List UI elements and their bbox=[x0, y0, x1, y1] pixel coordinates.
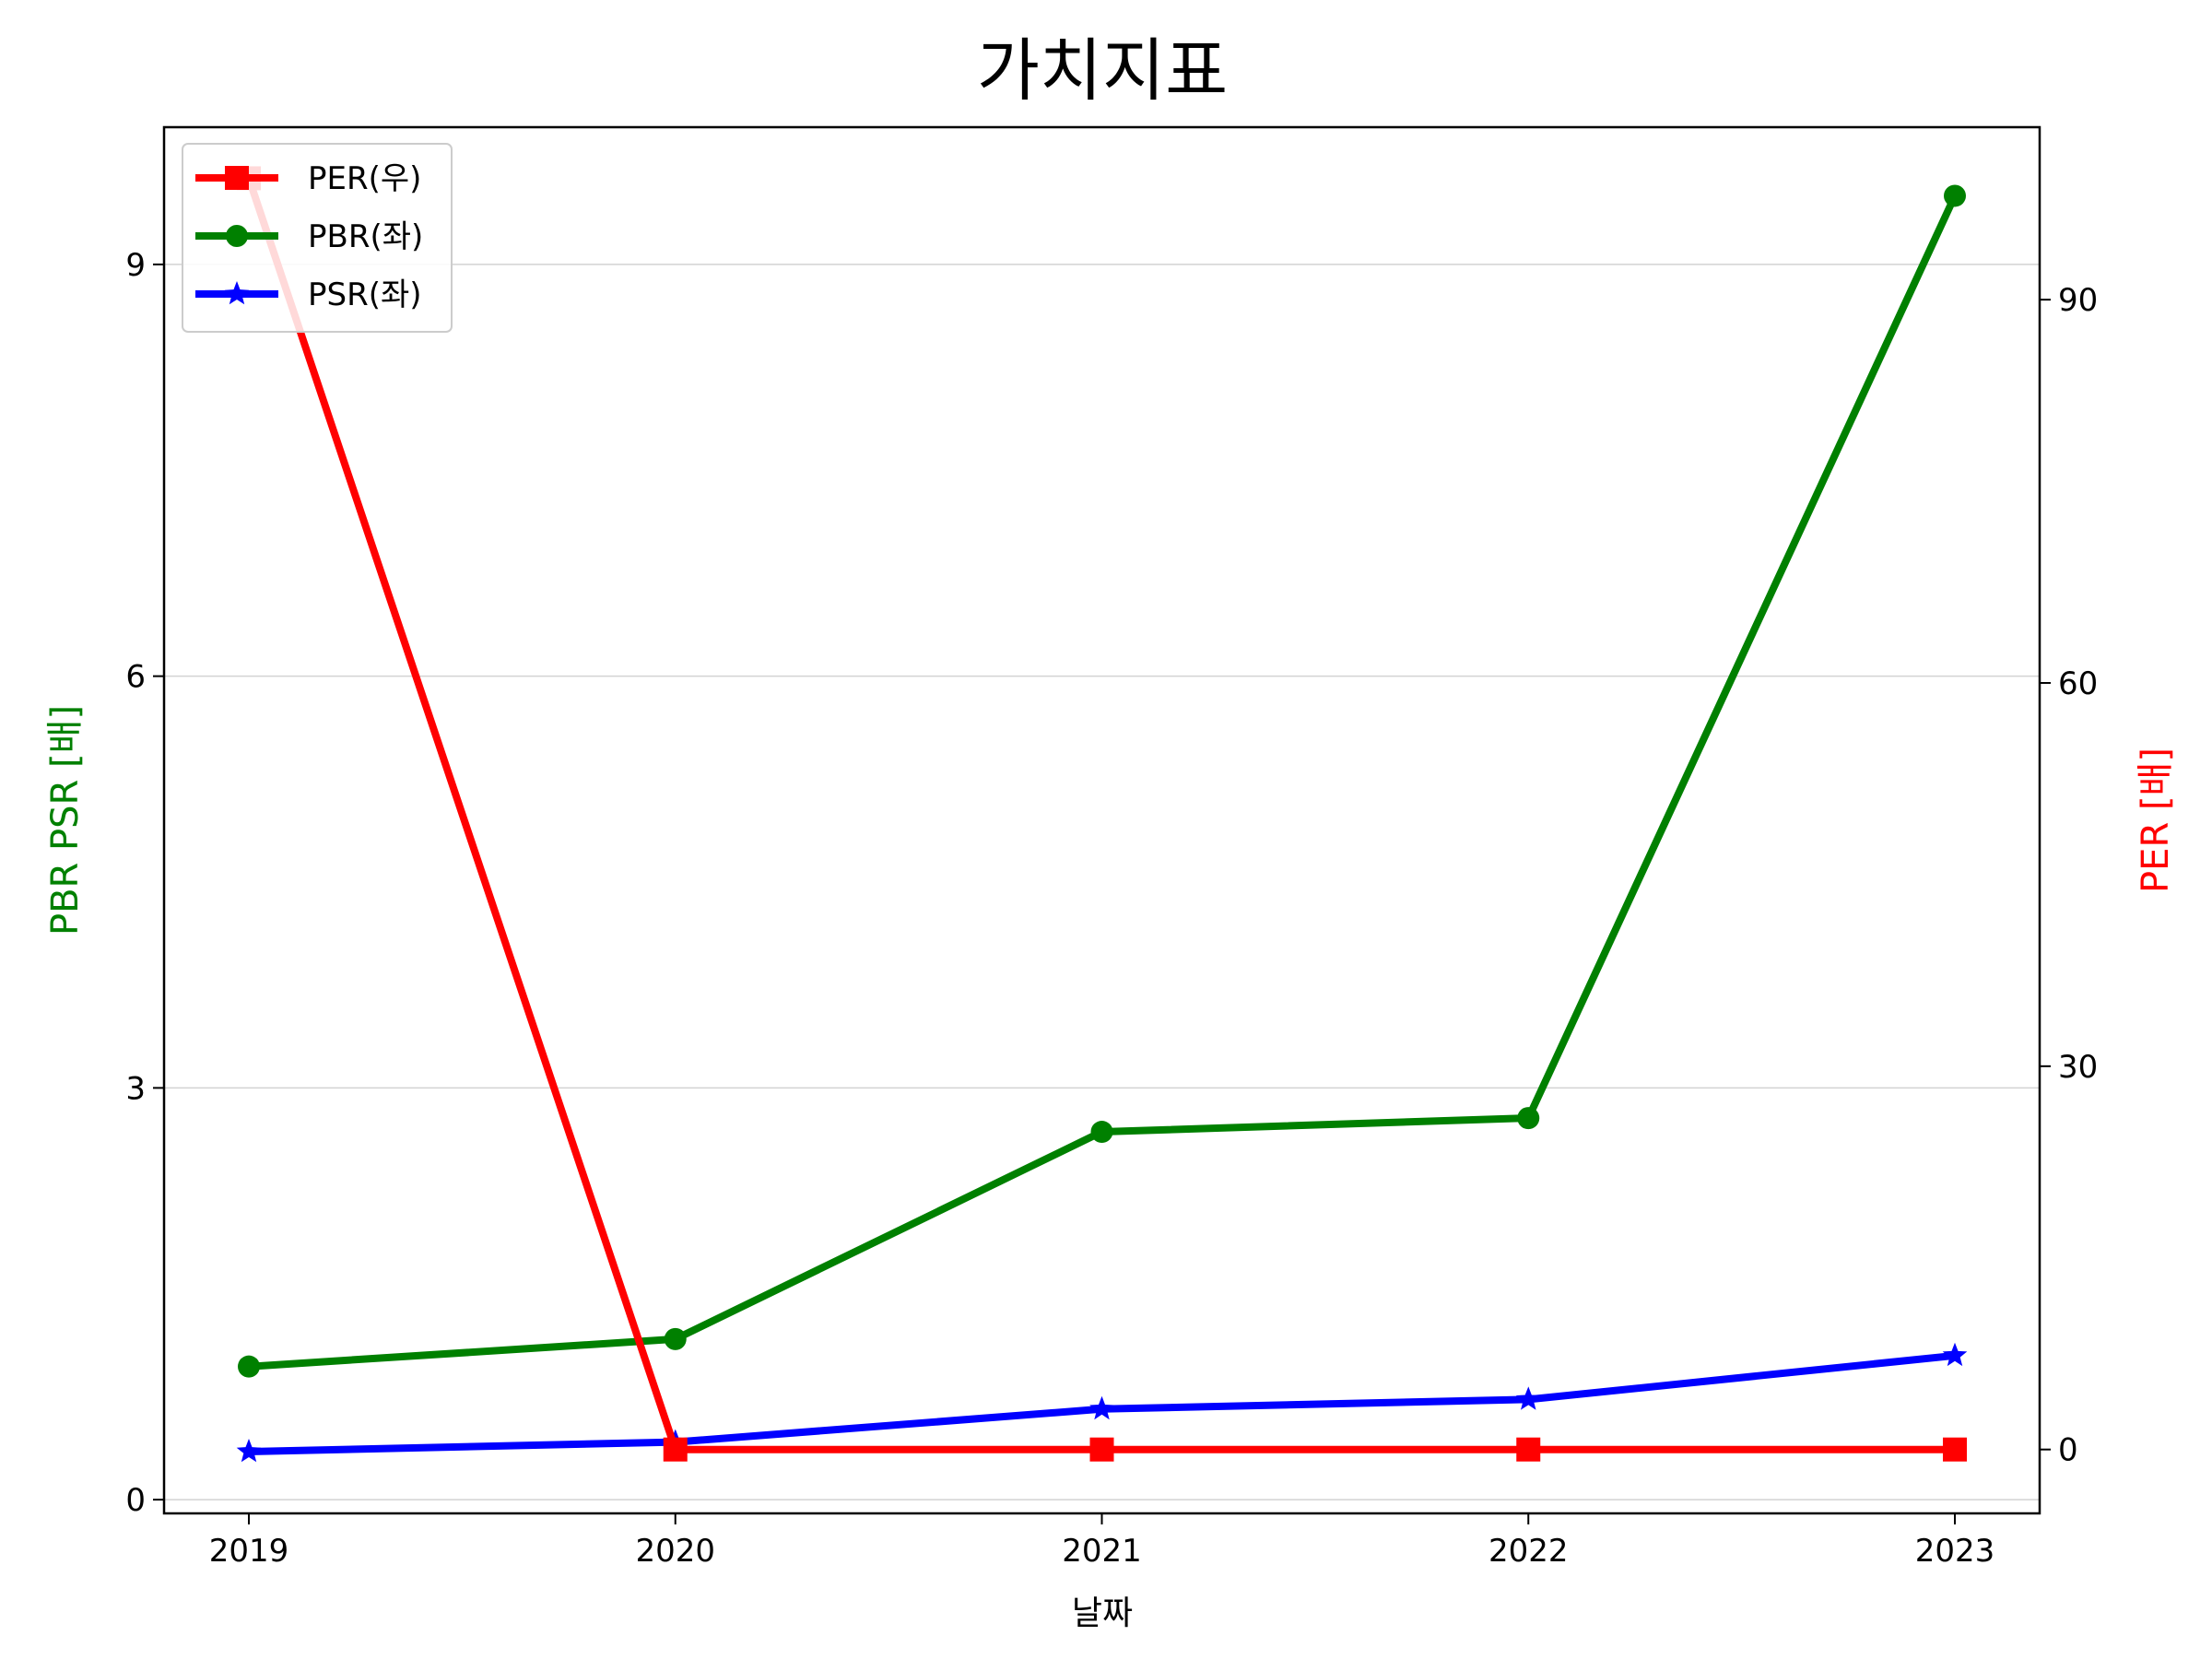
right-axis-title: PER [배] bbox=[2135, 747, 2177, 893]
left-y-tick-label: 9 bbox=[125, 247, 146, 284]
per-point bbox=[1089, 1437, 1114, 1462]
per-point bbox=[663, 1437, 688, 1462]
legend-box bbox=[182, 143, 453, 333]
pbr-point bbox=[1944, 184, 1966, 207]
left-axis-title: PBR PSR [배] bbox=[44, 705, 87, 935]
legend-pbr-label: PBR(좌) bbox=[308, 218, 423, 255]
left-y-tick-label: 0 bbox=[125, 1482, 146, 1519]
right-y-tick-label: 0 bbox=[2058, 1432, 2078, 1469]
x-tick-label: 2023 bbox=[1915, 1533, 1995, 1570]
right-y-tick-label: 90 bbox=[2058, 282, 2098, 319]
x-tick-label: 2019 bbox=[209, 1533, 289, 1570]
psr-point bbox=[1942, 1342, 1968, 1367]
x-axis-title: 날짜 bbox=[1072, 1594, 1133, 1632]
series-layer bbox=[236, 166, 1968, 1463]
psr-point bbox=[236, 1439, 262, 1463]
per-point bbox=[1516, 1437, 1541, 1462]
x-tick-label: 2022 bbox=[1488, 1533, 1569, 1570]
right-y-tick-label: 30 bbox=[2058, 1049, 2098, 1086]
grid-lines bbox=[164, 264, 2040, 1500]
pbr-point bbox=[1517, 1107, 1540, 1130]
legend-per-label: PER(우) bbox=[308, 160, 421, 197]
legend-pbr-marker bbox=[226, 225, 248, 247]
right-y-tick-label: 60 bbox=[2058, 665, 2098, 702]
per-point bbox=[1943, 1437, 1967, 1462]
pbr-series bbox=[238, 184, 1966, 1378]
pbr-point bbox=[238, 1355, 260, 1378]
legend-psr-marker bbox=[224, 281, 250, 305]
left-y-tick-label: 3 bbox=[125, 1070, 146, 1107]
chart-title: 가치지표 bbox=[977, 31, 1228, 111]
plot-background bbox=[164, 127, 2040, 1513]
left-y-tick-label: 6 bbox=[125, 659, 146, 696]
legend-psr-label: PSR(좌) bbox=[308, 276, 422, 313]
legend: PER(우) PBR(좌) PSR(좌) bbox=[182, 143, 453, 333]
psr-point bbox=[1515, 1386, 1541, 1410]
x-tick-label: 2021 bbox=[1062, 1533, 1142, 1570]
pbr-point bbox=[664, 1327, 687, 1350]
legend-per-marker bbox=[225, 166, 249, 190]
pbr-point bbox=[1090, 1121, 1113, 1144]
x-tick-label: 2020 bbox=[635, 1533, 715, 1570]
psr-point bbox=[1089, 1395, 1114, 1420]
